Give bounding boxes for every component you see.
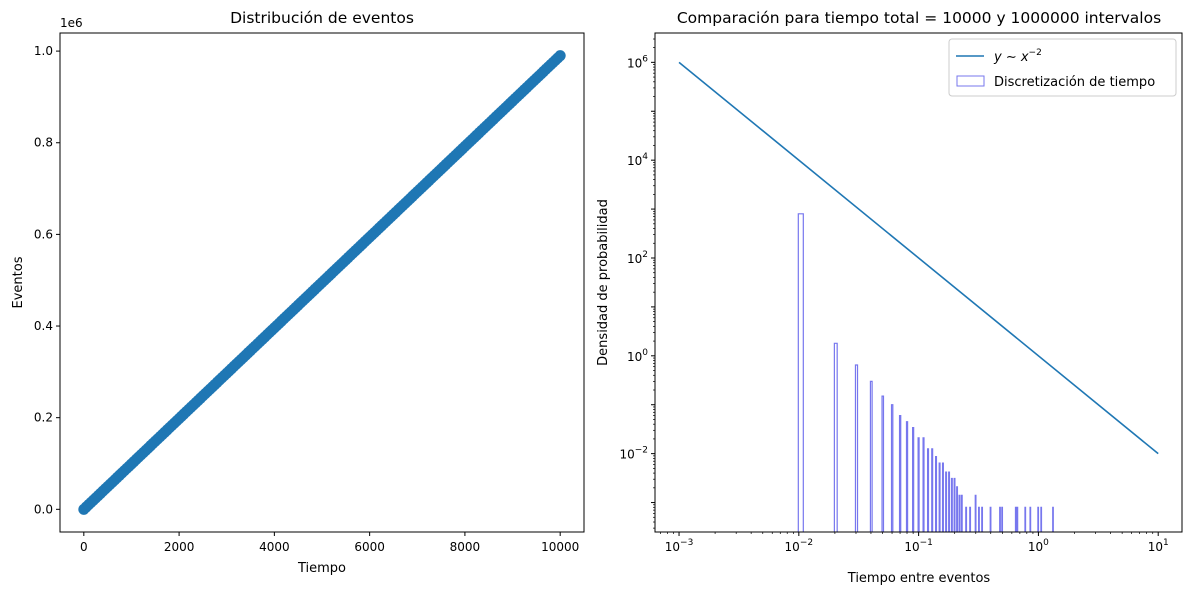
histogram-bin [922, 437, 925, 532]
histogram-bin [938, 462, 941, 532]
histogram-bin [1040, 506, 1043, 532]
chart-left-x-ticks: 0 2000 4000 6000 8000 10000 [80, 532, 579, 554]
histogram-bin [999, 506, 1001, 532]
histogram-bin [981, 506, 984, 532]
x-tick-label: 6000 [354, 540, 385, 554]
legend-hist-label: Discretización de tiempo [994, 75, 1155, 90]
histogram-bin [974, 494, 977, 532]
histogram-bin [869, 380, 873, 532]
histogram-bin [950, 477, 953, 532]
histogram-bin [941, 462, 944, 532]
histogram-bin [953, 477, 956, 532]
histogram-bin [978, 506, 980, 532]
y-tick-label: 0.0 [34, 502, 53, 516]
histogram-bin [898, 414, 902, 532]
chart-right-x-ticks: 10−3 10−2 10−1 100 101 [660, 532, 1169, 554]
chart-left: Distribución de eventos 1e6 0 2000 4000 600… [11, 9, 585, 576]
histogram-bin [960, 494, 963, 532]
legend-hist-swatch [956, 75, 985, 87]
histogram-bin [1037, 506, 1040, 532]
x-tick-label: 10000 [541, 540, 579, 554]
scatter-point [554, 50, 566, 62]
histogram-bin [965, 506, 968, 532]
chart-right-histogram [797, 213, 1054, 532]
histogram-bin [958, 494, 961, 532]
y-tick-label: 102 [627, 250, 648, 266]
histogram-bin [905, 421, 909, 532]
histogram-bin [926, 448, 930, 532]
histogram-bin [948, 471, 951, 532]
histogram-bin [833, 342, 838, 532]
x-tick-label: 0 [80, 540, 88, 554]
y-tick-label: 104 [627, 152, 648, 168]
x-tick-label: 10−3 [665, 538, 694, 554]
histogram-bin [1029, 506, 1032, 532]
histogram-bin [881, 395, 885, 532]
histogram-bin [989, 506, 992, 532]
histogram-bin [945, 471, 948, 532]
x-tick-label: 8000 [450, 540, 481, 554]
x-tick-label: 10−1 [904, 538, 933, 554]
legend-line-label: y ∼ x−2 [993, 48, 1042, 65]
histogram-bin [890, 404, 894, 532]
chart-left-title: Distribución de eventos [230, 9, 414, 27]
y-tick-label: 0.4 [34, 319, 53, 333]
chart-left-points [78, 50, 566, 515]
histogram-bin [854, 364, 859, 532]
histogram-bin [1014, 506, 1017, 532]
y-tick-label: 106 [627, 54, 648, 70]
chart-right-legend: y ∼ x−2 Discretización de tiempo [948, 38, 1177, 97]
legend-box [948, 38, 1177, 97]
histogram-bin [917, 437, 920, 532]
chart-left-y-ticks: 0.0 0.2 0.4 0.6 0.8 1.0 [34, 44, 60, 516]
histogram-bin [1016, 506, 1019, 532]
chart-right-title: Comparación para tiempo total = 10000 y … [677, 9, 1161, 27]
x-tick-label: 101 [1148, 538, 1169, 554]
chart-left-x-label: Tiempo [297, 561, 346, 576]
histogram-bin [969, 506, 972, 532]
histogram-bin [931, 448, 934, 532]
x-tick-label: 10−2 [785, 538, 814, 554]
histogram-bin [1024, 506, 1027, 532]
histogram-bin [1052, 506, 1054, 532]
chart-left-y-label: Eventos [11, 256, 26, 308]
chart-right-power-law-line [678, 61, 1159, 455]
y-tick-label: 100 [627, 348, 648, 364]
x-tick-label: 100 [1028, 538, 1049, 554]
y-tick-label: 0.6 [34, 227, 53, 241]
y-tick-label: 10−2 [619, 446, 648, 462]
chart-right-frame [654, 32, 1183, 533]
chart-right-x-label: Tiempo entre eventos [847, 571, 991, 586]
histogram-bin [1001, 506, 1004, 532]
chart-left-y-offset: 1e6 [60, 16, 83, 30]
histogram-bin [934, 456, 938, 532]
chart-right-y-label: Densidad de probabilidad [596, 199, 611, 366]
y-tick-label: 0.8 [34, 136, 53, 150]
y-tick-label: 0.2 [34, 411, 53, 425]
chart-right: Comparación para tiempo total = 10000 y … [596, 9, 1183, 586]
histogram-bin [797, 213, 804, 532]
histogram-bin [956, 486, 959, 532]
histogram-bin [912, 427, 915, 532]
x-tick-label: 2000 [164, 540, 195, 554]
chart-left-frame [59, 32, 585, 533]
y-tick-label: 1.0 [34, 44, 53, 58]
x-tick-label: 4000 [259, 540, 290, 554]
